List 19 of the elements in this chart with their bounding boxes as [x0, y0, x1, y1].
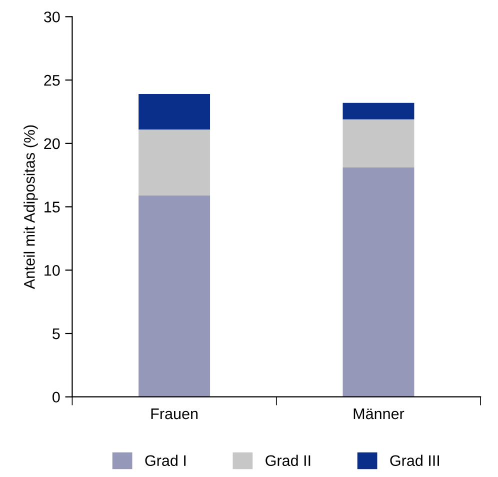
y-tick-label: 20 [44, 138, 60, 150]
y-tick-label: 25 [44, 74, 60, 86]
legend-label: Grad II [266, 454, 310, 466]
y-tick-label: 30 [44, 12, 60, 22]
y-tick-label: 0 [52, 392, 60, 403]
bar [138, 195, 210, 397]
bar [138, 94, 210, 130]
x-tick-label: Frauen [151, 408, 198, 420]
bar [138, 129, 210, 196]
legend-label: Grad I [145, 454, 186, 466]
y-tick-label: 15 [44, 202, 60, 212]
bar [342, 102, 414, 120]
bar [342, 167, 414, 397]
y-tick-label: 5 [52, 328, 60, 340]
bar [342, 119, 414, 168]
legend-label: Grad III [390, 454, 439, 466]
x-tick-label: Männer [354, 408, 404, 420]
y-axis-title: Anteil mit Adipositas (%) [24, 125, 38, 290]
y-tick-label: 10 [44, 265, 60, 276]
